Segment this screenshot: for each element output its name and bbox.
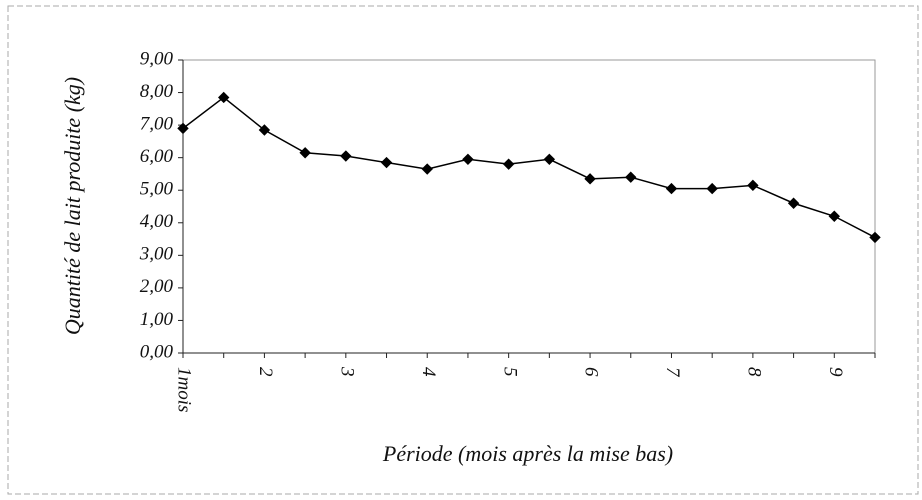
y-tick-label: 6,00 (140, 146, 174, 167)
data-point (421, 163, 433, 175)
x-tick-label: 3 (336, 366, 357, 377)
data-point (787, 197, 800, 209)
y-axis-title: Quantité de lait produite (kg) (60, 77, 85, 335)
y-tick-label: 4,00 (140, 211, 174, 232)
data-line (182, 96, 876, 239)
data-point (706, 182, 718, 195)
data-point (584, 173, 596, 185)
x-tick-label: 5 (499, 367, 520, 377)
y-tick-label: 3,00 (139, 244, 174, 265)
x-tick-label: 4 (418, 367, 439, 377)
plot-frame (182, 59, 876, 354)
x-tick-label: 1mois (174, 367, 195, 412)
data-point (217, 91, 230, 104)
x-tick-label: 9 (825, 367, 846, 377)
data-point (543, 153, 556, 166)
y-tick-label: 9,00 (140, 48, 174, 69)
data-point (340, 150, 352, 162)
data-point (462, 153, 474, 166)
data-point (502, 158, 515, 170)
data-point (177, 122, 189, 135)
x-tick-label: 7 (662, 367, 683, 378)
y-tick-label: 2,00 (140, 276, 174, 297)
x-axis-title: Période (mois après la mise bas) (382, 441, 673, 466)
y-tick-label: 5,00 (140, 179, 174, 200)
data-point (299, 147, 311, 159)
chart-frame (7, 5, 919, 495)
y-tick-label: 8,00 (140, 81, 174, 102)
x-tick-label: 8 (744, 367, 765, 377)
y-tick-label: 7,00 (140, 113, 174, 134)
data-point (828, 210, 841, 222)
y-tick-label: 1,00 (140, 309, 174, 330)
data-point (665, 182, 678, 195)
data-point (380, 156, 393, 169)
data-point (869, 231, 881, 244)
data-point (625, 171, 637, 183)
y-tick-label: 0,00 (140, 341, 174, 362)
data-point (747, 179, 759, 192)
data-point (258, 124, 271, 136)
x-tick-label: 6 (581, 367, 602, 377)
x-tick-label: 2 (255, 367, 276, 377)
